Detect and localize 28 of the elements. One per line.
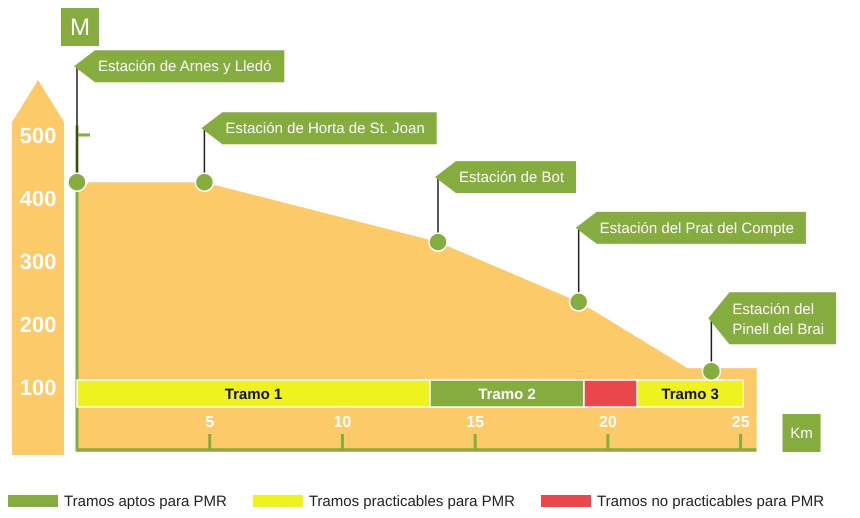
y-tick-label: 400 bbox=[20, 186, 56, 211]
annotation: Estación de Bot bbox=[458, 169, 565, 186]
y-axis-title: M bbox=[70, 14, 90, 41]
category-label: Tramos aptos para PMR bbox=[64, 493, 227, 510]
band-label: Tramo 3 bbox=[661, 386, 719, 403]
annotation: Estación del Prat del Compte bbox=[600, 220, 794, 237]
annotation: Estación de Arnes y Lledó bbox=[98, 58, 272, 76]
point bbox=[568, 292, 588, 312]
x-tick-label: 15 bbox=[466, 414, 484, 431]
category-label: Tramos no practicables para PMR bbox=[597, 493, 824, 510]
x-tick-label: 10 bbox=[334, 414, 352, 431]
y-tick-label: 200 bbox=[20, 312, 56, 337]
annotation: Estación de Horta de St. Joan bbox=[225, 120, 425, 138]
x-tick-label: 5 bbox=[205, 414, 214, 431]
point bbox=[194, 172, 214, 192]
x-tick-label: 25 bbox=[732, 414, 750, 431]
y-tick-label: 100 bbox=[20, 374, 56, 400]
point bbox=[702, 361, 722, 381]
point bbox=[428, 232, 448, 252]
band-label: Tramo 1 bbox=[224, 386, 282, 403]
y-tick-label: 300 bbox=[20, 248, 56, 274]
x-axis-title: Km bbox=[790, 425, 813, 442]
point bbox=[67, 172, 87, 192]
annotation: Estación del Pinell del Brai bbox=[732, 301, 824, 338]
x-tick-label: 20 bbox=[598, 414, 617, 431]
band-label: Tramo 2 bbox=[478, 386, 536, 403]
y-tick-label: 500 bbox=[20, 122, 56, 148]
category-label: Tramos practicables para PMR bbox=[308, 493, 516, 510]
